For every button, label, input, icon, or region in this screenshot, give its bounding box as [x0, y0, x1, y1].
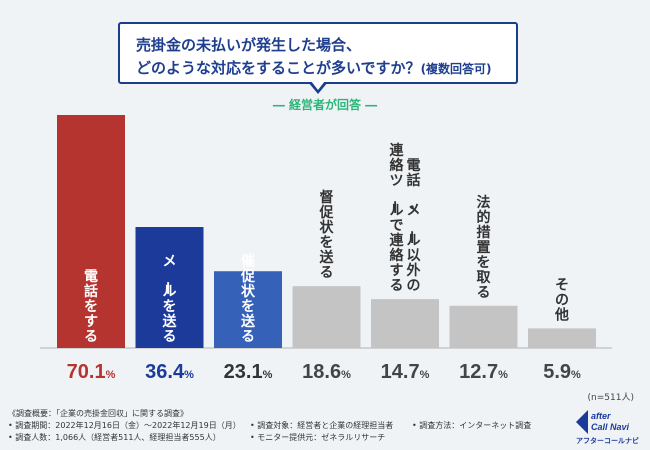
bar-5 [371, 299, 439, 348]
value-label-5: 14.7% [381, 361, 430, 383]
footnote-respondents: • 調査人数：1,066人（経営者511人、経理担当者555人） [8, 433, 221, 442]
value-label-6: 12.7% [459, 361, 508, 383]
logo-text-after: after [591, 411, 611, 421]
sample-size: (n=511人) [587, 393, 634, 403]
footnote-period: • 調査期間：2022年12月16日（金）～2022年12月19日（月） [8, 421, 241, 430]
logo-text-callnavi: Call Navi [591, 422, 630, 432]
footnote-method: • 調査方法：インターネット調査 [412, 421, 532, 430]
footnote-target: • 調査対象：経営者と企業の経理担当者 [250, 421, 394, 430]
logo-text-jp: アフターコールナビ [576, 436, 639, 445]
bar-3 [214, 271, 282, 348]
value-label-1: 70.1% [67, 361, 116, 383]
bar-1 [57, 115, 125, 348]
footnote-monitor: • モニター提供元：ゼネラルリサーチ [250, 433, 386, 442]
category-label-5-line-2: 連絡ツールで連絡する [386, 142, 405, 294]
category-label-6: 法的措置を取る [477, 194, 492, 301]
category-label-4: 督促状を送る [319, 189, 335, 281]
logo-mark-icon [576, 410, 588, 434]
title-line-2: どのような対応をすることが多いですか？(複数回答可) [136, 57, 492, 78]
after-call-navi-logo: after Call Navi アフターコールナビ [576, 410, 639, 445]
title-note: (複数回答可) [420, 62, 492, 76]
value-label-2: 36.4% [145, 361, 194, 383]
category-label-5-line-1: 電話・メール以外の [403, 157, 421, 294]
title-line-1: 売掛金の未払いが発生した場合、 [136, 36, 362, 54]
bar-2 [135, 227, 204, 348]
bar-4 [292, 286, 361, 348]
respondent-subtitle: ― 経営者が回答 ― [272, 98, 378, 112]
bar-7 [528, 328, 596, 348]
category-label-3: 催促状を送る [240, 253, 256, 345]
value-label-3: 23.1% [224, 361, 273, 383]
value-label-7: 5.9% [543, 361, 581, 383]
category-label-2: メールを送る [159, 254, 178, 345]
title-question: どのような対応をすることが多いですか？ [136, 59, 421, 77]
question-box: 売掛金の未払いが発生した場合、 どのような対応をすることが多いですか？(複数回答… [118, 22, 518, 94]
category-label-1: 電話をする [84, 268, 98, 345]
value-label-4: 18.6% [302, 361, 351, 383]
category-label-7: その他 [554, 277, 569, 323]
bar-6 [449, 305, 518, 348]
footnote-overview: 《調査概要：「企業の売掛金回収」に関する調査》 [8, 409, 188, 418]
